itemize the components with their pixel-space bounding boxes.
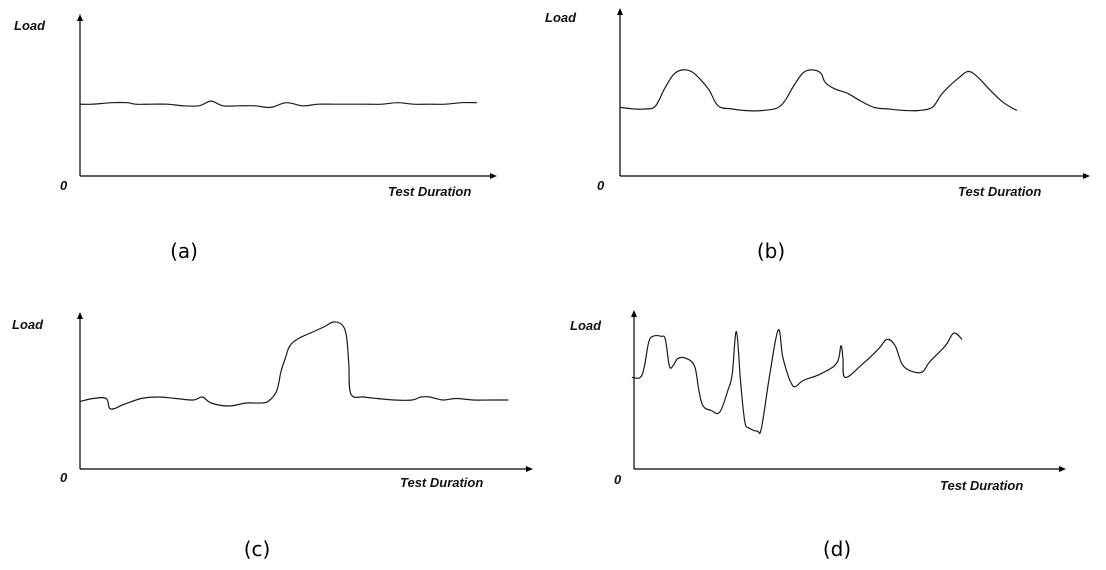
chart-d-caption: (d): [823, 537, 851, 561]
chart-a-load-curve: [79, 100, 478, 109]
chart-d-x-arrow: [1059, 466, 1066, 472]
chart-a-origin-label: 0: [60, 178, 68, 193]
chart-a: Load Test Duration 0 (a): [14, 14, 497, 263]
chart-a-xlabel: Test Duration: [388, 184, 471, 199]
chart-c-caption: (c): [244, 537, 271, 561]
chart-d: Load Test Duration 0 (d): [570, 310, 1066, 561]
chart-a-y-arrow: [77, 14, 83, 21]
chart-b-caption: (b): [757, 239, 785, 263]
chart-c-ylabel: Load: [12, 317, 44, 332]
chart-a-ylabel: Load: [14, 18, 46, 33]
chart-b-ylabel: Load: [545, 10, 577, 25]
chart-b-xlabel: Test Duration: [958, 184, 1041, 199]
chart-c-load-curve: [79, 321, 509, 410]
chart-c-x-arrow: [526, 466, 533, 472]
chart-c-origin-label: 0: [60, 470, 68, 485]
chart-b-y-arrow: [617, 8, 623, 15]
chart-c: Load Test Duration 0 (c): [12, 312, 533, 561]
chart-c-y-arrow: [77, 312, 83, 319]
chart-b: Load Test Duration 0 (b): [545, 8, 1090, 263]
chart-d-ylabel: Load: [570, 318, 602, 333]
chart-a-caption: (a): [170, 239, 198, 263]
chart-c-xlabel: Test Duration: [400, 475, 483, 490]
chart-d-load-curve: [631, 329, 963, 435]
chart-d-origin-label: 0: [614, 472, 622, 487]
chart-b-load-curve: [619, 69, 1018, 112]
chart-d-xlabel: Test Duration: [940, 478, 1023, 493]
chart-a-x-arrow: [490, 173, 497, 179]
chart-b-x-arrow: [1083, 173, 1090, 179]
chart-d-y-arrow: [631, 310, 637, 317]
chart-b-origin-label: 0: [597, 178, 605, 193]
